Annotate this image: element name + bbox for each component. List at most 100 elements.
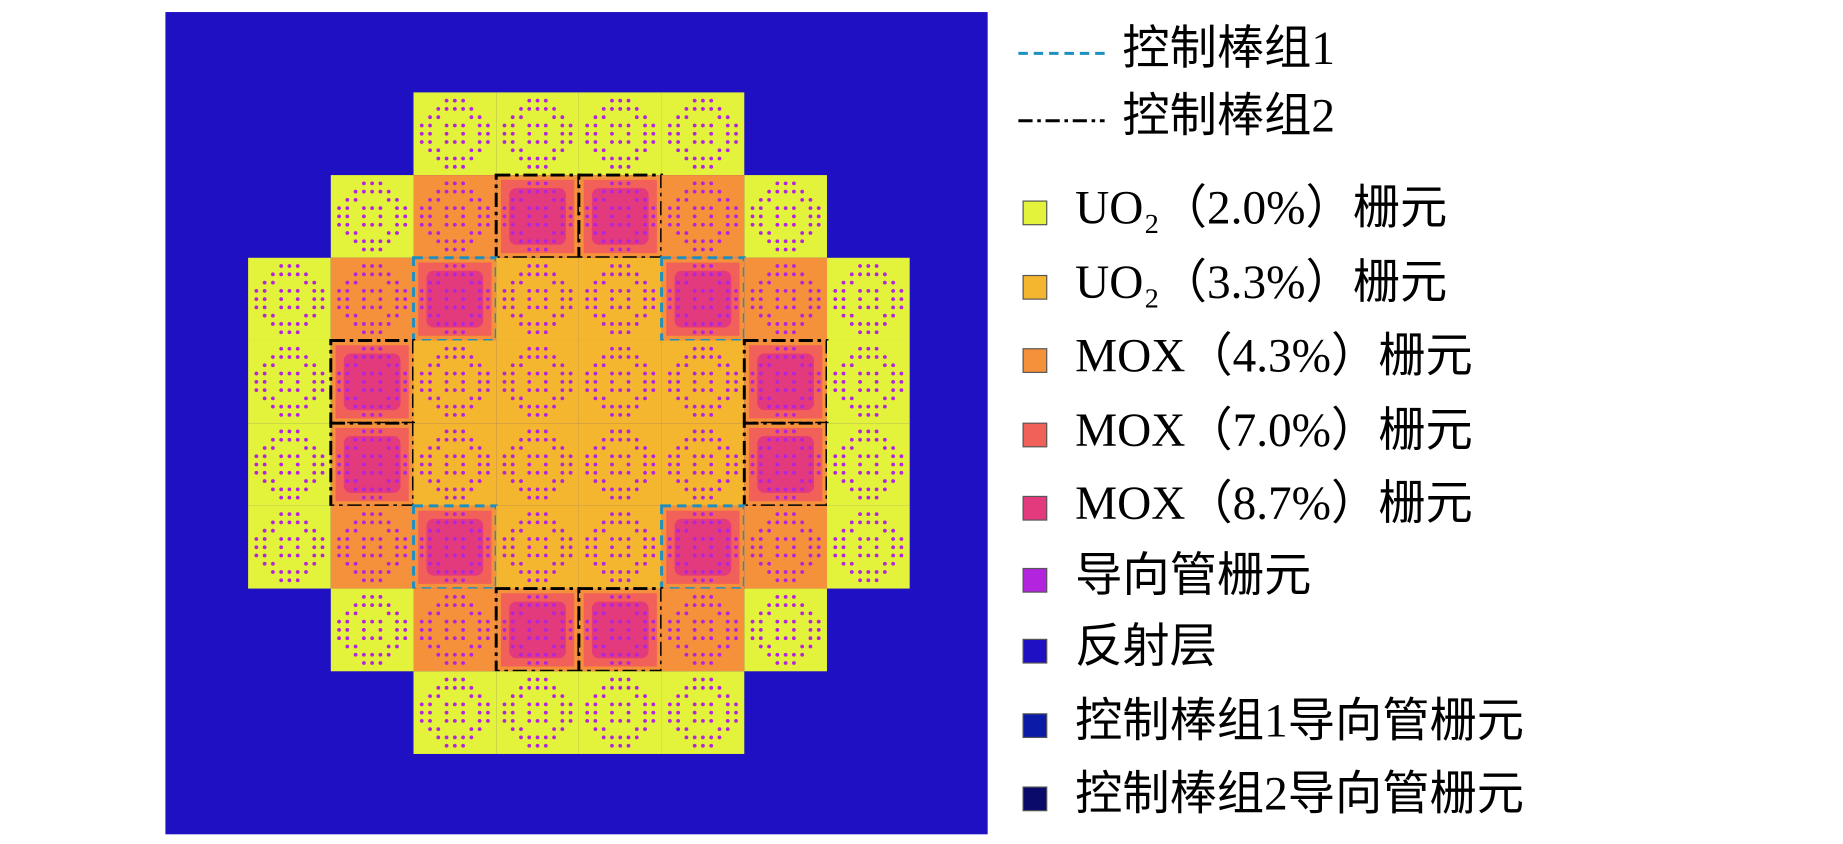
- guide-tube: [452, 156, 457, 161]
- guide-tube: [361, 429, 366, 434]
- guide-tube: [585, 214, 590, 219]
- guide-tube: [560, 123, 565, 128]
- guide-tube: [667, 131, 672, 136]
- guide-tube: [477, 123, 482, 128]
- guide-tube: [560, 198, 565, 202]
- guide-tube: [792, 462, 796, 467]
- guide-tube: [419, 288, 424, 293]
- guide-tube: [874, 537, 879, 541]
- guide-tube: [560, 619, 565, 624]
- guide-tube: [287, 388, 292, 392]
- guide-tube: [618, 156, 623, 161]
- guide-tube: [345, 545, 350, 550]
- guide-tube: [403, 470, 408, 475]
- guide-tube: [800, 437, 805, 442]
- guide-tube: [643, 561, 647, 566]
- guide-tube: [750, 379, 755, 384]
- guide-tube: [560, 297, 565, 302]
- guide-tube: [510, 537, 515, 541]
- guide-tube: [626, 462, 631, 467]
- guide-tube: [618, 288, 623, 293]
- guide-tube: [709, 297, 714, 302]
- guide-tube: [701, 305, 705, 310]
- guide-tube: [758, 470, 763, 475]
- guide-tube: [717, 396, 722, 401]
- guide-tube: [519, 570, 523, 574]
- guide-tube: [758, 313, 763, 318]
- guide-tube: [428, 470, 432, 475]
- guide-tube: [271, 520, 275, 525]
- guide-tube: [287, 288, 292, 293]
- guide-tube: [461, 628, 466, 632]
- guide-tube: [643, 379, 647, 384]
- guide-tube: [800, 652, 805, 657]
- guide-tube: [452, 652, 457, 657]
- guide-tube: [808, 206, 813, 211]
- assembly: [413, 671, 497, 754]
- guide-tube: [304, 437, 308, 442]
- guide-tube: [634, 355, 639, 359]
- guide-tube: [461, 355, 466, 359]
- guide-tube: [452, 636, 457, 641]
- guide-tube: [361, 288, 366, 293]
- guide-tube: [618, 685, 623, 690]
- assembly: [496, 257, 579, 341]
- guide-tube: [692, 710, 697, 715]
- guide-tube: [643, 313, 647, 318]
- guide-tube: [502, 140, 507, 144]
- guide-tube: [841, 280, 846, 285]
- guide-tube: [676, 727, 681, 732]
- guide-tube: [535, 636, 540, 641]
- guide-tube: [858, 454, 862, 459]
- guide-tube: [535, 652, 540, 657]
- guide-tube: [841, 363, 846, 368]
- guide-tube: [849, 355, 854, 359]
- guide-tube: [361, 437, 366, 442]
- guide-tube: [792, 429, 796, 434]
- guide-tube: [833, 288, 838, 293]
- guide-tube: [593, 702, 598, 707]
- guide-tube: [452, 578, 457, 583]
- guide-tube: [461, 487, 466, 492]
- guide-tube: [701, 288, 705, 293]
- guide-tube: [792, 545, 796, 550]
- guide-tube: [452, 206, 457, 211]
- guide-tube: [849, 561, 854, 566]
- guide-tube: [271, 561, 275, 566]
- guide-tube: [312, 479, 317, 483]
- guide-tube: [725, 702, 730, 707]
- guide-tube: [519, 396, 523, 401]
- guide-tube: [758, 363, 763, 368]
- legend-label: 反射层: [1075, 621, 1217, 673]
- guide-tube: [510, 288, 515, 293]
- guide-tube: [527, 140, 532, 144]
- guide-tube: [783, 636, 788, 641]
- guide-tube: [667, 288, 672, 293]
- guide-tube: [882, 437, 887, 442]
- guide-tube: [345, 611, 350, 616]
- guide-tube: [593, 379, 598, 384]
- guide-tube: [618, 677, 623, 682]
- guide-tube: [527, 371, 532, 376]
- guide-tube: [709, 222, 714, 227]
- guide-tube: [461, 661, 466, 665]
- guide-tube: [717, 727, 722, 732]
- guide-tube: [792, 288, 796, 293]
- guide-tube: [527, 189, 532, 194]
- guide-tube: [552, 404, 556, 409]
- guide-tube: [510, 297, 515, 302]
- guide-tube: [701, 330, 705, 335]
- guide-tube: [684, 644, 689, 649]
- guide-tube: [643, 222, 647, 227]
- guide-tube: [552, 198, 556, 202]
- guide-tube: [502, 131, 507, 136]
- guide-tube: [684, 652, 689, 657]
- guide-tube: [618, 520, 623, 525]
- guide-tube: [601, 115, 606, 120]
- guide-tube: [262, 454, 267, 459]
- guide-tube: [279, 454, 284, 459]
- guide-tube: [502, 123, 507, 128]
- guide-tube: [767, 479, 771, 483]
- guide-tube: [610, 346, 614, 351]
- guide-tube: [758, 280, 763, 285]
